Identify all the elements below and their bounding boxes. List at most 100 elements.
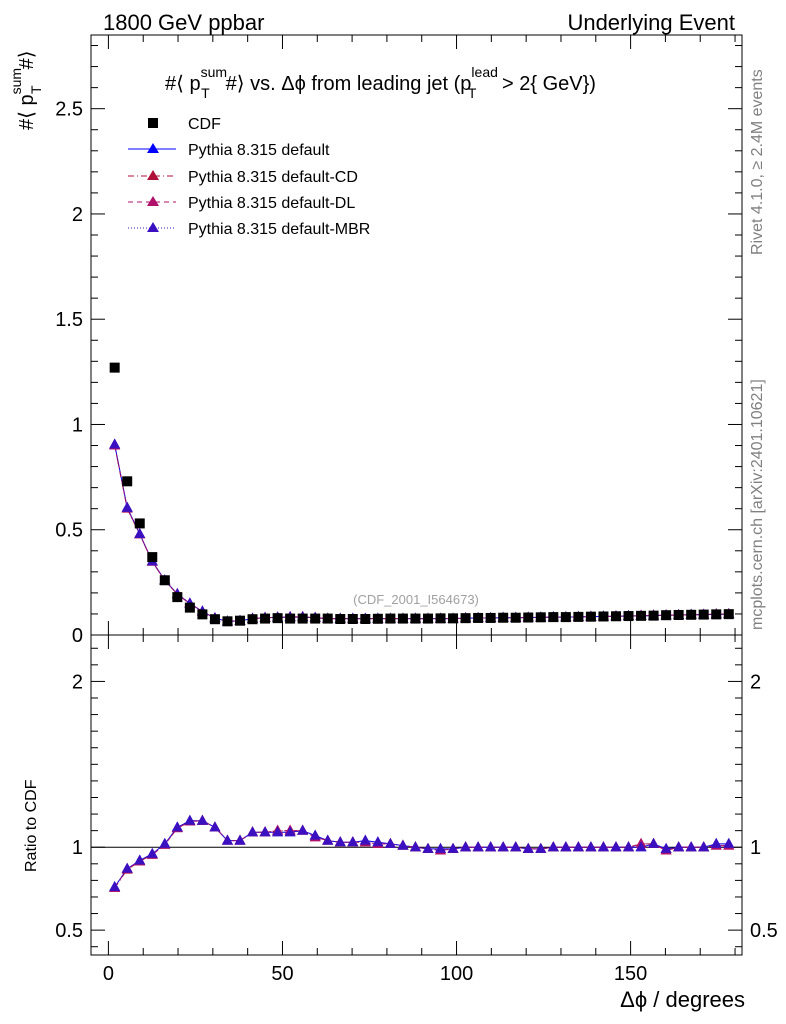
data-point-cdf <box>360 614 371 624</box>
data-point-cdf <box>122 476 133 487</box>
ratio-data-series <box>109 814 735 892</box>
data-point-cdf <box>548 612 559 623</box>
ratio-series-pythia-8-315-default <box>109 814 735 892</box>
legend-marker-default-cd <box>147 170 159 180</box>
data-point-cdf <box>297 613 308 624</box>
ratio-point-pythia-8-315-default-mbr <box>660 842 672 853</box>
data-point-cdf <box>573 611 584 622</box>
data-point-cdf <box>598 611 609 622</box>
legend-entry-default-dl: Pythia 8.315 default-DL <box>128 195 355 212</box>
data-point-pythia-8-315-default-mbr <box>134 527 146 538</box>
main-y-tick-label: 2.5 <box>55 99 83 121</box>
data-point-cdf <box>247 614 258 625</box>
ratio-point-pythia-8-315-default-mbr <box>547 841 559 852</box>
main-y-axis-label: #⟨ psum T#⟩ <box>8 50 44 130</box>
data-point-cdf <box>159 575 170 586</box>
data-point-cdf <box>448 613 459 624</box>
ratio-point-pythia-8-315-default-mbr <box>334 836 346 847</box>
data-point-cdf <box>510 612 521 623</box>
legend-marker-default <box>147 143 159 153</box>
main-y-tick-label: 1.5 <box>55 309 83 331</box>
rivet-version-label: Rivet 4.1.0, ≥ 2.4M events <box>749 69 766 255</box>
ratio-line-pythia-8-315-default-cd <box>114 820 729 889</box>
data-point-cdf <box>322 613 333 624</box>
ratio-point-pythia-8-315-default-mbr <box>347 836 359 847</box>
ratio-point-pythia-8-315-default-mbr <box>597 841 609 852</box>
data-point-cdf <box>585 611 596 622</box>
data-point-cdf <box>209 614 220 625</box>
data-point-cdf <box>636 610 647 621</box>
data-point-cdf <box>435 613 446 624</box>
legend-label-default: Pythia 8.315 default <box>188 142 330 159</box>
data-point-cdf <box>422 613 433 624</box>
ratio-panel-frame <box>90 634 743 956</box>
ratio-series-pythia-8-315-default-mbr <box>109 814 735 892</box>
ratio-point-pythia-8-315-default-mbr <box>623 841 635 852</box>
data-point-cdf <box>372 613 383 624</box>
data-point-cdf <box>560 612 571 623</box>
data-point-cdf <box>335 614 346 624</box>
legend-label-default-dl: Pythia 8.315 default-DL <box>188 195 355 212</box>
data-point-pythia-8-315-default-mbr <box>109 438 121 449</box>
ratio-y-tick-label: 1 <box>72 837 83 859</box>
ratio-point-pythia-8-315-default-mbr <box>648 837 660 848</box>
data-point-cdf <box>310 613 321 624</box>
data-point-cdf <box>711 609 722 620</box>
ratio-point-pythia-8-315-default-mbr <box>234 834 246 845</box>
data-point-cdf <box>272 613 283 624</box>
main-y-tick-label: 0.5 <box>55 520 83 542</box>
ratio-point-pythia-8-315-default-mbr <box>134 854 146 865</box>
ratio-y-tick-label: 0.5 <box>55 920 83 942</box>
data-point-cdf <box>460 613 471 624</box>
main-y-tick-label: 1 <box>72 414 83 436</box>
ratio-point-pythia-8-315-default-mbr <box>447 842 459 853</box>
ratio-point-pythia-8-315-default-mbr <box>685 841 697 852</box>
x-tick-label: 100 <box>440 963 473 985</box>
data-point-cdf <box>498 612 509 623</box>
data-point-cdf <box>686 609 697 620</box>
main-axis-ticks: 0 0.5 1 1.5 2 2.5 <box>55 35 742 647</box>
data-point-cdf <box>698 609 709 620</box>
ratio-point-pythia-8-315-default-mbr <box>635 841 647 852</box>
data-point-cdf <box>661 610 672 621</box>
ratio-y-tick-label: 2 <box>72 671 83 693</box>
ratio-point-pythia-8-315-default-mbr <box>485 841 497 852</box>
data-point-cdf <box>134 518 145 529</box>
legend-marker-default-dl <box>147 196 159 206</box>
legend-entry-default-cd: Pythia 8.315 default-CD <box>128 169 358 186</box>
data-point-cdf <box>723 609 734 620</box>
data-point-cdf <box>222 616 233 627</box>
data-point-cdf <box>184 602 195 613</box>
legend: CDF Pythia 8.315 default Pythia 8.315 de… <box>128 116 370 238</box>
ratio-point-pythia-8-315-default-mbr <box>472 841 484 852</box>
ratio-point-pythia-8-315-default-mbr <box>673 841 685 852</box>
data-point-cdf <box>347 614 358 624</box>
ratio-point-pythia-8-315-default-mbr <box>497 841 509 852</box>
data-point-cdf <box>523 612 534 623</box>
ratio-y-tick-label-right: 1 <box>750 837 761 859</box>
legend-entry-cdf: CDF <box>148 116 221 133</box>
mcplots-label: mcplots.cern.ch [arXiv:2401.10621] <box>749 379 766 630</box>
ratio-point-pythia-8-315-default-mbr <box>359 834 371 845</box>
ratio-point-pythia-8-315-default-mbr <box>297 824 309 835</box>
x-tick-label: 50 <box>271 963 293 985</box>
ratio-y-axis-label: Ratio to CDF <box>23 779 40 872</box>
ratio-point-pythia-8-315-default-mbr <box>572 841 584 852</box>
ratio-point-pythia-8-315-default-mbr <box>221 834 233 845</box>
ratio-point-pythia-8-315-default-mbr <box>435 842 447 853</box>
ratio-y-tick-label-right: 0.5 <box>750 920 778 942</box>
ratio-point-pythia-8-315-default-mbr <box>535 842 547 853</box>
ratio-point-pythia-8-315-default-mbr <box>309 829 321 840</box>
x-tick-label: 150 <box>614 963 647 985</box>
data-point-pythia-8-315-default-mbr <box>121 501 133 512</box>
ratio-point-pythia-8-315-default-mbr <box>409 841 421 852</box>
data-point-cdf <box>673 610 684 620</box>
ratio-point-pythia-8-315-default-mbr <box>384 837 396 848</box>
legend-label-default-cd: Pythia 8.315 default-CD <box>188 169 358 186</box>
ratio-series-pythia-8-315-default-cd <box>109 814 735 892</box>
data-point-cdf <box>473 612 484 623</box>
legend-label-cdf: CDF <box>188 116 221 133</box>
legend-entry-default-mbr: Pythia 8.315 default-MBR <box>128 221 370 238</box>
ratio-line-pythia-8-315-default-dl <box>114 820 729 889</box>
main-y-tick-label: 2 <box>72 204 83 226</box>
